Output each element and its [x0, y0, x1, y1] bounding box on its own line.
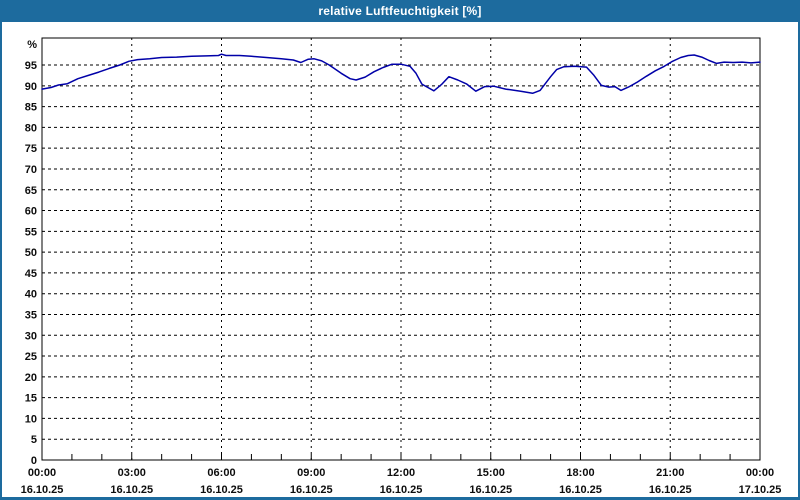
x-tick-date-label: 17.10.25 [739, 484, 782, 496]
y-tick-label: 25 [25, 351, 37, 363]
y-tick-label: 5 [31, 434, 37, 446]
x-tick-time-label: 12:00 [387, 467, 415, 479]
y-tick-label: 20 [25, 372, 37, 384]
y-tick-label: 40 [25, 289, 37, 301]
x-tick-date-label: 16.10.25 [469, 484, 512, 496]
y-tick-label: 95 [25, 60, 37, 72]
x-minor-ticks [71, 454, 731, 460]
y-tick-label: 15 [25, 393, 37, 405]
humidity-line-chart: 95908580757065605550454035302520151050%0… [21, 37, 782, 496]
plot-border [41, 37, 761, 461]
y-tick-label: 45 [25, 268, 37, 280]
x-tick-date-label: 16.10.25 [110, 484, 153, 496]
y-tick-label: 50 [25, 247, 37, 259]
horizontal-gridlines [42, 64, 760, 440]
x-tick-time-label: 03:00 [118, 467, 146, 479]
x-tick-date-label: 16.10.25 [380, 484, 423, 496]
y-tick-label: 70 [25, 164, 37, 176]
y-tick-label: 75 [25, 143, 37, 155]
y-tick-label: 0 [31, 455, 37, 467]
page-title: relative Luftfeuchtigkeit [%] [318, 4, 482, 18]
x-tick-date-label: 16.10.25 [21, 484, 64, 496]
x-tick-time-label: 06:00 [207, 467, 235, 479]
vertical-gridlines [131, 38, 671, 460]
y-tick-label: 60 [25, 206, 37, 218]
x-tick-time-label: 09:00 [297, 467, 325, 479]
y-tick-label: 55 [25, 226, 37, 238]
y-tick-label: 90 [25, 81, 37, 93]
x-tick-date-label: 16.10.25 [559, 484, 602, 496]
x-tick-date-label: 16.10.25 [200, 484, 243, 496]
x-tick-date-label: 16.10.25 [649, 484, 692, 496]
x-tick-time-label: 18:00 [566, 467, 594, 479]
humidity-series-line [41, 53, 761, 95]
y-tick-label: 65 [25, 185, 37, 197]
x-tick-time-label: 00:00 [746, 467, 774, 479]
y-tick-label: 80 [25, 122, 37, 134]
y-tick-label: 35 [25, 309, 37, 321]
y-tick-label: 85 [25, 102, 37, 114]
x-axis-labels: 00:00 16.10.25 03:00 16.10.25 06:00 16.10.25 0… [21, 467, 782, 496]
x-tick-time-label: 15:00 [477, 467, 505, 479]
y-axis-unit-label: % [27, 39, 37, 51]
x-tick-date-label: 16.10.25 [290, 484, 333, 496]
window-titlebar[interactable]: relative Luftfeuchtigkeit [%] [0, 0, 800, 22]
y-tick-label: 30 [25, 330, 37, 342]
chart-area: 95 90 85 80 75 70 65 60 55 50 45 40 35 30 25 20 15 10 5 0% 0… [2, 22, 798, 497]
x-tick-time-label: 00:00 [28, 467, 56, 479]
y-tick-label: 10 [25, 413, 37, 425]
x-tick-time-label: 21:00 [656, 467, 684, 479]
